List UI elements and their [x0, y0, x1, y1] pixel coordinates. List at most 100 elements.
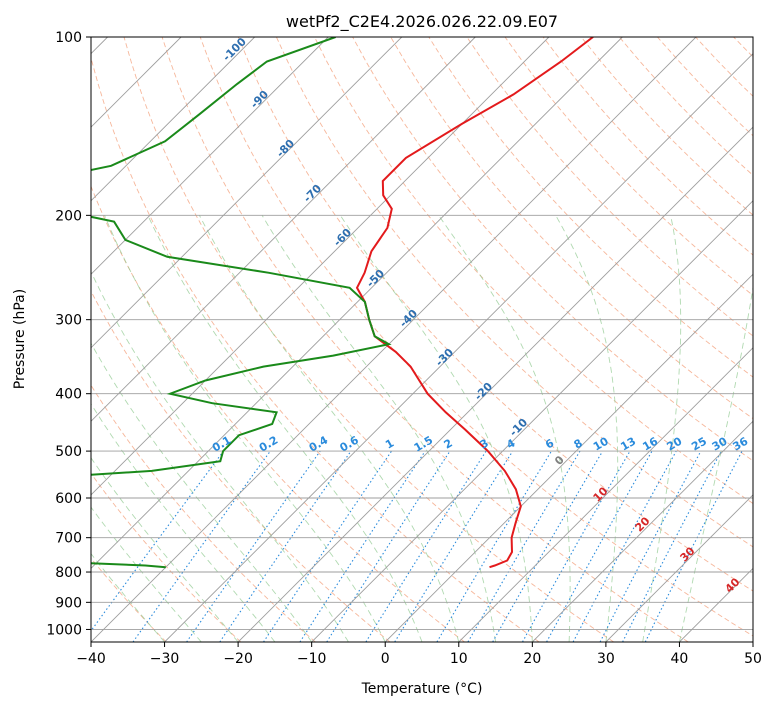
mixing-ratio-line	[522, 450, 631, 642]
dry-adiabat-line	[237, 37, 753, 592]
dry-adiabat-label: -30	[433, 346, 456, 369]
dry-adiabat-line	[466, 37, 753, 337]
isotherm-line	[237, 126, 753, 642]
dry-adiabat-line	[123, 37, 614, 642]
mixing-ratio-line	[132, 450, 271, 642]
x-tick-label: −20	[223, 651, 253, 667]
x-tick-label: 30	[597, 651, 615, 667]
x-tick-label: 10	[450, 651, 468, 667]
plot-frame	[90, 36, 754, 643]
mixing-ratio-line	[299, 450, 426, 642]
dry-adiabat-line	[695, 37, 753, 97]
isotherm-line	[91, 37, 623, 570]
x-tick-label: 20	[523, 651, 541, 667]
dry-adiabat-line	[91, 290, 391, 642]
x-tick-label: −40	[76, 651, 106, 667]
moist-adiabat-line	[339, 215, 533, 642]
dry-adiabat-line	[504, 37, 753, 296]
x-axis-label: Temperature (°C)	[361, 681, 483, 697]
x-axis: −40 −30 −20 −10 0 10 20 30 40 50	[76, 642, 762, 667]
y-tick-label: 600	[55, 491, 82, 507]
dry-adiabat-label: -90	[248, 88, 271, 111]
dry-adiabat-line	[91, 384, 316, 642]
mixing-ratio-line	[263, 450, 392, 642]
y-tick-label: 200	[55, 208, 82, 224]
moist-adiabat-label: 20	[633, 514, 653, 534]
dry-adiabat-label: -40	[397, 307, 420, 330]
dry-adiabat-label: -10	[507, 416, 530, 439]
x-tick-label: −10	[297, 651, 327, 667]
dry-adiabat-line	[657, 37, 753, 137]
isotherm-line	[531, 420, 753, 642]
moist-adiabat-line	[147, 215, 423, 642]
mixing-ratio-label: 3	[478, 437, 491, 452]
isotherm-line	[311, 200, 753, 642]
mixing-ratio-label: 6	[543, 436, 556, 451]
moist-adiabat-line	[104, 215, 386, 642]
dry-adiabat-line	[199, 37, 753, 637]
dry-adiabat-label: -20	[472, 380, 495, 403]
mixing-ratio-line	[91, 450, 224, 632]
dry-adiabat-line	[91, 185, 465, 642]
dry-adiabat-line	[91, 472, 242, 642]
x-tick-label: 40	[671, 651, 689, 667]
dry-adiabat-line	[91, 557, 167, 642]
guide-line-labels: 0.1 0.2 0.4 0.6 1 1.5 2 3 4 6 8 10 13 16 20 25 30 36-100-…	[210, 35, 750, 596]
mixing-ratio-label: 1	[383, 437, 396, 452]
sounding-series	[91, 37, 594, 569]
moist-adiabat-label: 40	[723, 575, 743, 595]
mixing-ratio-label: 2	[442, 437, 455, 452]
x-tick-label: −30	[150, 651, 180, 667]
y-axis-label: Pressure (hPa)	[12, 289, 28, 389]
y-tick-label: 900	[55, 595, 82, 611]
isotherm-line	[91, 37, 256, 202]
moist-adiabat-line	[642, 215, 682, 642]
moist-adiabat-line	[199, 215, 460, 642]
dry-adiabat-label: 0	[552, 453, 567, 468]
dry-adiabat-label: -80	[274, 137, 297, 160]
moist-adiabat-line	[678, 284, 753, 642]
moist-adiabat-line	[91, 457, 239, 642]
mixing-ratio-line	[326, 450, 451, 642]
mixing-ratio-line	[644, 450, 743, 642]
dry-adiabat-line	[733, 37, 753, 58]
moist-adiabat-line	[261, 215, 497, 642]
y-tick-label: 800	[55, 565, 82, 581]
dry-adiabat-line	[275, 37, 753, 548]
y-tick-label: 100	[55, 30, 82, 46]
isotherm-line	[458, 347, 753, 642]
moist-adiabat-line	[91, 342, 313, 642]
dry-adiabat-line	[428, 37, 753, 378]
isotherm-line	[384, 273, 753, 642]
dry-adiabat-line	[390, 37, 753, 420]
dry-adiabat-line	[91, 55, 540, 642]
dry-adiabat-label: -100	[220, 35, 249, 64]
moist-adiabat-line	[91, 403, 276, 642]
y-tick-label: 1000	[46, 622, 82, 638]
isotherm-line	[752, 641, 753, 642]
dry-adiabat-line	[314, 37, 753, 505]
dry-adiabat-label: -60	[331, 226, 354, 249]
grid-lines	[91, 37, 753, 642]
moist-adiabat-line	[555, 215, 619, 642]
isotherm-line	[91, 37, 550, 496]
moist-adiabat-line	[91, 506, 202, 642]
moist-adiabat-label: 30	[678, 544, 698, 564]
dry-adiabat-line	[352, 37, 753, 462]
moist-adiabat-line	[438, 215, 571, 642]
mixing-ratio-line	[436, 450, 552, 642]
mixing-ratio-line	[394, 450, 514, 642]
isotherm-line	[91, 37, 403, 349]
dry-adiabat-line	[161, 37, 689, 642]
y-tick-label: 300	[55, 313, 82, 329]
mixing-ratio-line	[546, 450, 653, 642]
isotherm-line	[91, 37, 476, 422]
mixing-ratio-line	[186, 450, 321, 642]
isotherm-line	[91, 37, 329, 275]
isotherm-line	[91, 37, 697, 642]
y-axis: 100 200 300 400 500 600 700 800 900 1000	[46, 30, 91, 638]
x-tick-label: 0	[381, 651, 390, 667]
dry-adiabat-line	[580, 37, 753, 216]
x-tick-label: 50	[744, 651, 762, 667]
